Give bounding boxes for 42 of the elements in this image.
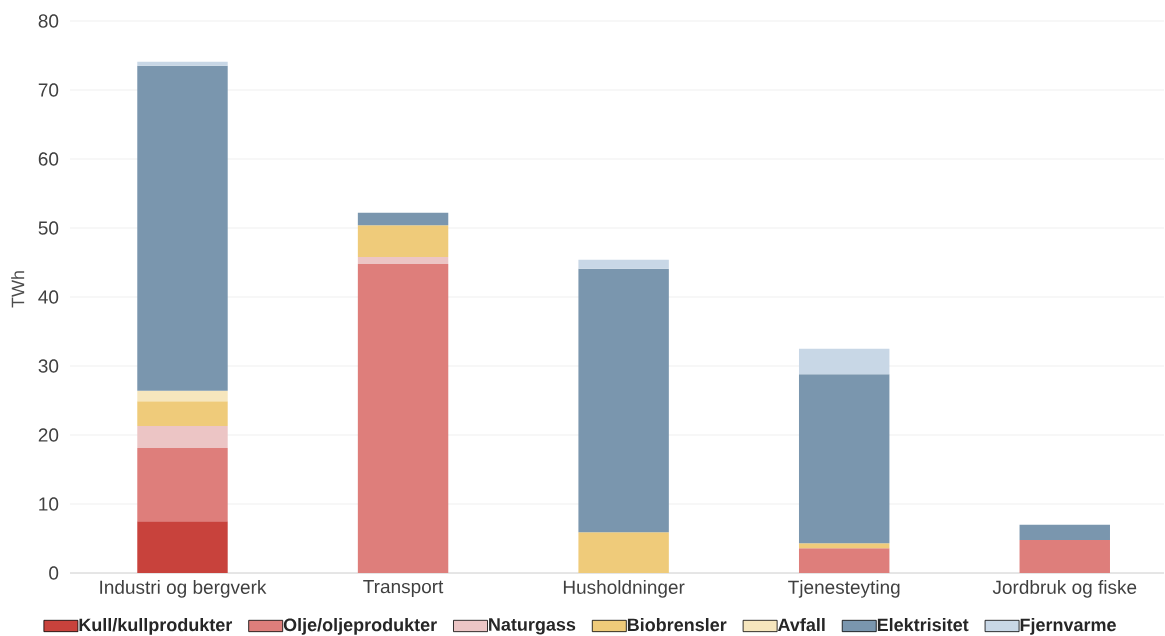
y-tick-label: 30 [38,359,59,373]
legend-label: Kull/kullprodukter [79,617,233,635]
legend-label: Olje/oljeprodukter [283,617,437,635]
legend-label: Fjernvarme [1020,617,1116,635]
y-axis-title: TWh [11,271,25,308]
bar [137,426,228,449]
bar [137,61,228,66]
legend-label: Biobrensler [627,617,727,632]
x-tick-label: Jordbruk og fiske [992,580,1137,598]
bar [798,548,890,573]
y-tick-label: 10 [39,497,59,511]
y-tick-label: 0 [49,566,59,580]
bar [798,348,890,375]
x-tick-label: Transport [363,580,444,598]
y-tick-label: 20 [38,428,59,442]
bar [578,268,669,533]
legend-label: Avfall [777,617,825,632]
bar [357,256,449,264]
x-tick-label: Industri og bergverk [100,580,267,598]
bar [137,401,228,427]
legend-label: Elektrisitet [877,617,969,632]
y-tick-label: 60 [38,152,59,166]
bar [578,532,669,573]
y-tick-label: 80 [38,14,59,28]
bar [137,521,228,573]
bar [1019,524,1110,540]
bar [137,390,228,402]
bar [137,448,228,522]
x-tick-label: Husholdninger [563,580,685,598]
y-tick-label: 70 [38,83,59,97]
bar [357,212,449,226]
legend-label: Naturgass [489,618,576,635]
bar [798,374,890,544]
bar [137,65,228,391]
x-tick-label: Tjenesteyting [788,580,900,598]
bar [357,225,449,257]
y-tick-label: 40 [38,290,59,304]
bar [578,259,669,269]
bar [798,543,890,549]
bar [1019,539,1110,573]
bar [357,263,449,573]
y-tick-label: 50 [38,221,59,235]
